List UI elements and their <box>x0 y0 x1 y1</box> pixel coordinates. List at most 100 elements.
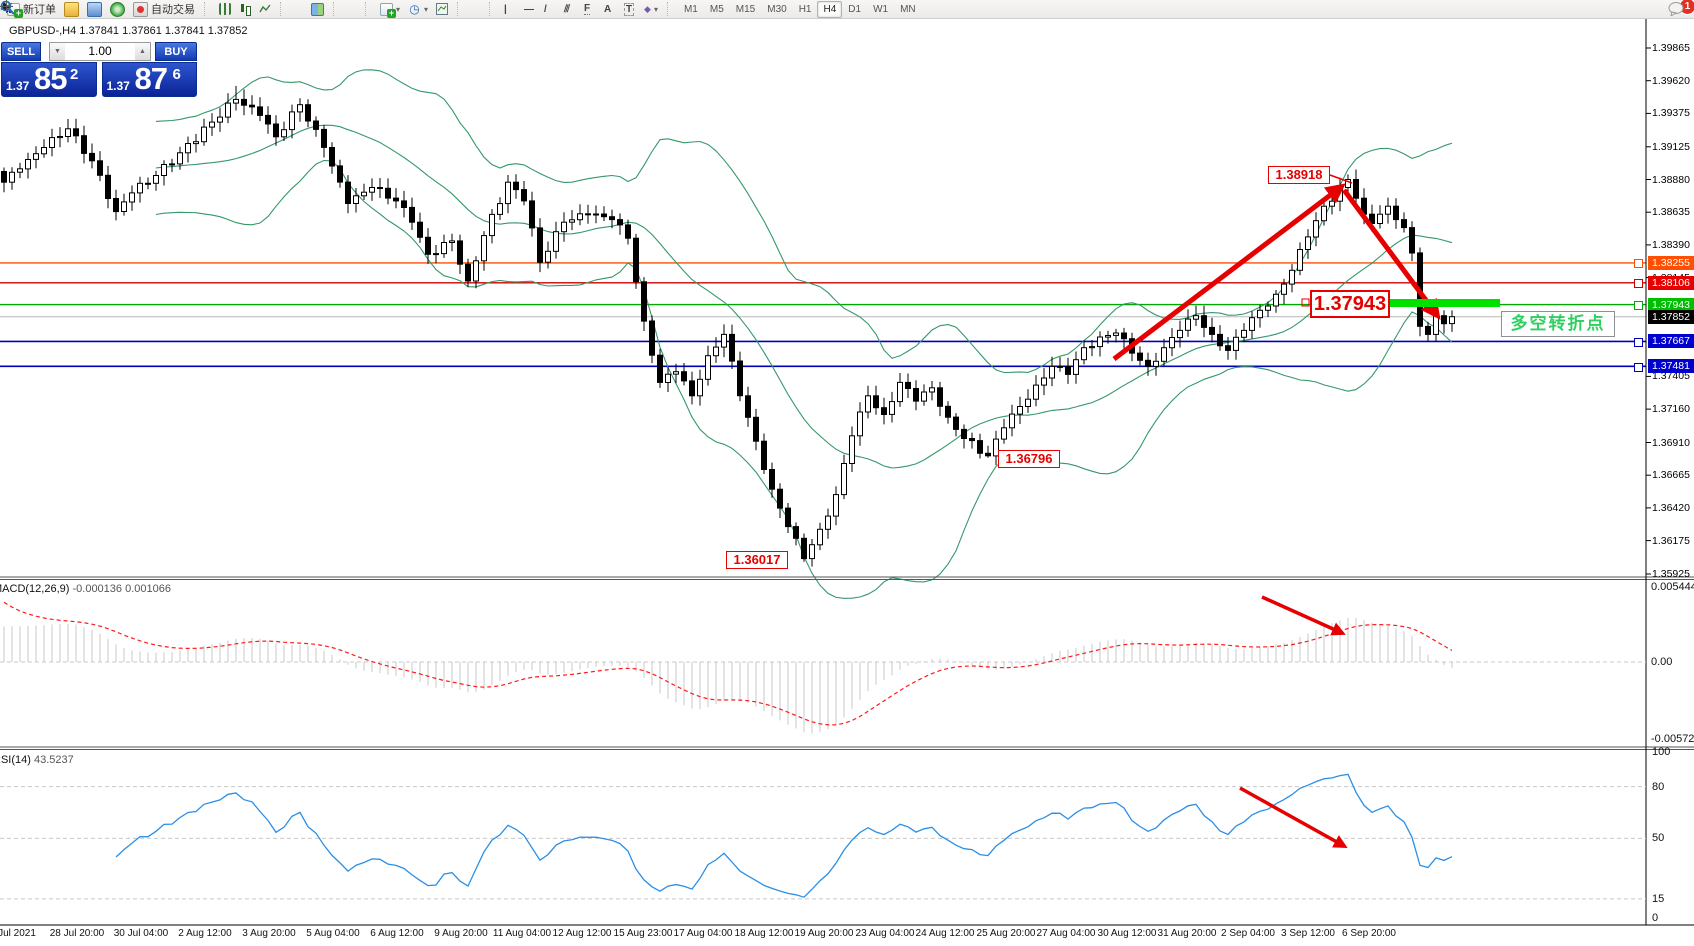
toolbar-separator <box>365 2 371 16</box>
level-price-label: 1.37667 <box>1648 334 1694 349</box>
data-window-button[interactable] <box>83 0 106 18</box>
line-chart-button[interactable] <box>255 0 275 18</box>
bid-price-label: 1.37852 <box>1648 309 1694 324</box>
volume-value[interactable]: 1.00 <box>88 44 112 58</box>
shapes-tool-button[interactable]: ◆ ▾ <box>640 0 662 18</box>
candlestick-chart-button[interactable] <box>235 0 255 18</box>
dropdown-caret-icon: ▾ <box>396 4 401 14</box>
label-tool-button[interactable]: T <box>620 0 640 18</box>
price-axis-tick: 1.39125 <box>1652 140 1690 153</box>
price-annotation-level[interactable]: 1.37943 <box>1310 290 1390 318</box>
line-anchor-marker <box>1634 301 1643 311</box>
market-watch-button[interactable] <box>60 0 83 18</box>
crosshair-tool-button[interactable] <box>0 0 484 18</box>
equidistant-channel-icon: ⫻ <box>564 3 570 15</box>
timeframe-m5[interactable]: M5 <box>709 3 724 15</box>
hline-icon: — <box>524 3 535 15</box>
text-tool-button[interactable]: A <box>600 0 620 18</box>
timeframe-m1[interactable]: M1 <box>683 3 698 15</box>
clock-icon: ◷ <box>409 1 420 16</box>
timeframe-h1[interactable]: H1 <box>798 3 812 15</box>
rsi-name: RSI(14) <box>0 754 31 766</box>
time-axis-label: 3 Aug 20:00 <box>242 928 296 939</box>
price-axis-tick: 1.37160 <box>1652 403 1690 416</box>
new-order-label: 新订单 <box>23 4 56 16</box>
buy-button[interactable]: BUY <box>155 42 197 61</box>
time-axis-label: 31 Aug 20:00 <box>1157 928 1217 939</box>
macd-label: MACD(12,26,9) -0.000136 0.001066 <box>0 583 171 595</box>
volume-down-button[interactable]: ▼ <box>50 43 65 60</box>
macd-name: MACD(12,26,9) <box>0 583 70 595</box>
toolbar-separator <box>666 2 673 16</box>
buy-price-base: 1.37 <box>106 79 130 93</box>
line-anchor-marker <box>1634 362 1643 372</box>
turning-point-note[interactable]: 多空转折点 <box>1501 311 1615 337</box>
level-price-label: 1.37943 <box>1648 297 1694 312</box>
price-axis-tick: 1.39620 <box>1652 74 1690 87</box>
price-annotation-bottom[interactable]: 1.36017 <box>726 551 788 569</box>
price-axis-tick: 1.35925 <box>1652 568 1690 580</box>
sell-price-base: 1.37 <box>6 79 30 93</box>
bar-chart-button[interactable] <box>215 0 235 18</box>
auto-scroll-button[interactable] <box>0 0 360 18</box>
timeframe-w1[interactable]: W1 <box>873 3 889 15</box>
hline-tool-button[interactable]: — <box>520 0 540 18</box>
timeframe-d1[interactable]: D1 <box>848 3 862 15</box>
rsi-axis-tick: 100 <box>1652 746 1671 758</box>
zoom-out-button[interactable] <box>1 0 307 18</box>
timeframe-m30[interactable]: M30 <box>767 3 787 15</box>
sell-button[interactable]: SELL <box>1 42 41 61</box>
templates-button[interactable] <box>432 0 452 18</box>
indicators-button[interactable]: + ▾ <box>376 0 404 18</box>
chat-bubble-icon <box>1668 1 1684 16</box>
rsi-axis-tick: 0 <box>1652 912 1659 924</box>
price-annotation-swing-low[interactable]: 1.36796 <box>998 450 1060 468</box>
rsi-axis-tick: 15 <box>1652 892 1665 905</box>
cursor-tool-button[interactable] <box>3 0 476 18</box>
buy-price-box[interactable]: 1.37 87 6 <box>101 61 197 97</box>
price-axis-tick: 1.38635 <box>1652 206 1690 219</box>
market-watch-icon <box>64 1 79 17</box>
channel-tool-button[interactable]: ⫻ <box>560 0 580 18</box>
sell-price-box[interactable]: 1.37 85 2 <box>1 61 97 97</box>
price-axis-tick: 1.38880 <box>1652 173 1690 186</box>
autotrading-icon <box>133 1 148 17</box>
macd-signal-value: 0.001066 <box>125 583 171 595</box>
trendline-tool-button[interactable]: / <box>540 0 560 18</box>
time-axis-label: 28 Jul 20:00 <box>49 928 105 939</box>
navigator-icon <box>110 1 125 17</box>
search-icon[interactable] <box>0 0 15 15</box>
price-axis-tick: 1.39865 <box>1652 42 1690 54</box>
rsi-value: 43.5237 <box>33 754 74 766</box>
volume-up-button[interactable]: ▲ <box>135 43 150 60</box>
vline-tool-button[interactable]: | <box>500 0 520 18</box>
navigator-button[interactable] <box>106 0 129 18</box>
main-toolbar: + 新订单 自动交易 <box>0 0 1694 19</box>
dropdown-caret-icon: ▾ <box>653 4 658 14</box>
notifications-button[interactable]: 1 <box>1668 0 1694 17</box>
periods-button[interactable]: ◷ ▾ <box>404 0 432 18</box>
timeframe-mn[interactable]: MN <box>900 3 916 15</box>
toolbar-separator <box>204 2 210 16</box>
template-icon <box>436 3 449 15</box>
level-price-label: 1.38255 <box>1648 255 1694 270</box>
rsi-axis-tick: 50 <box>1652 832 1665 845</box>
line-anchor-marker <box>1634 279 1643 289</box>
green-highlight-bar[interactable] <box>1390 299 1500 307</box>
timeframe-h4[interactable]: H4 <box>817 0 843 18</box>
time-axis-label: 25 Aug 20:00 <box>976 928 1036 939</box>
time-axis-label: 12 Aug 12:00 <box>552 928 612 939</box>
chart-shift-button[interactable] <box>0 0 352 18</box>
line-chart-icon <box>259 3 271 15</box>
autotrading-button[interactable]: 自动交易 <box>129 0 199 18</box>
sell-price-big: 85 <box>34 61 67 96</box>
bar-chart-icon <box>219 3 231 15</box>
price-annotation-high[interactable]: 1.38918 <box>1268 166 1330 184</box>
fibonacci-tool-button[interactable]: F <box>580 0 600 18</box>
zoom-in-button[interactable] <box>1 0 299 18</box>
tile-windows-button[interactable] <box>307 0 328 18</box>
timeframe-m15[interactable]: M15 <box>735 3 756 15</box>
time-axis-label: 27 Aug 04:00 <box>1036 928 1096 939</box>
